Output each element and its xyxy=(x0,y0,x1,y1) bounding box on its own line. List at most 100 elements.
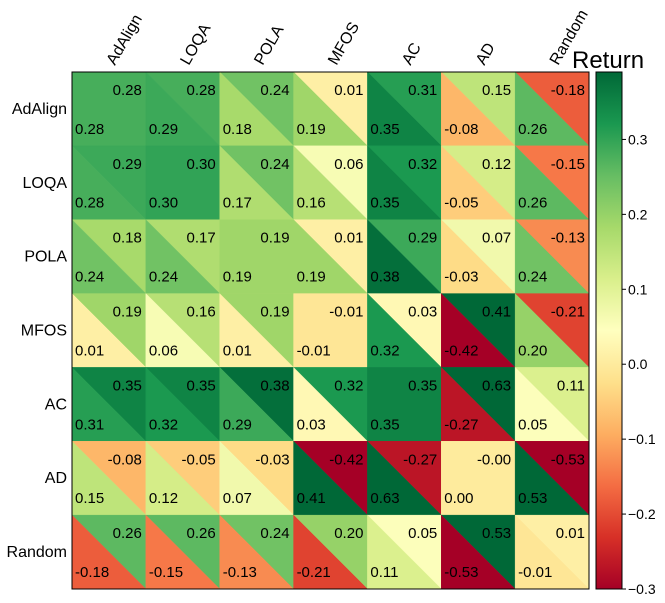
cell-lower-label: 0.26 xyxy=(518,121,547,138)
cell-lower-label: 0.32 xyxy=(149,416,178,433)
cell-lower-label: 0.29 xyxy=(223,416,252,433)
cell-upper-label: 0.16 xyxy=(187,304,216,321)
cell-lower-label: -0.42 xyxy=(444,342,478,359)
cell-upper-label: -0.08 xyxy=(108,451,142,468)
cell-lower-label: 0.16 xyxy=(297,195,326,212)
cell-lower-label: -0.18 xyxy=(75,564,109,581)
cell-upper-label: -0.15 xyxy=(551,156,585,173)
cell-upper-label: -0.03 xyxy=(255,451,289,468)
cell-upper-label: 0.28 xyxy=(187,82,216,99)
colorbar-ticks: 0.3 0.2 0.1 0.0 −0.1 −0.2 −0.3 xyxy=(622,131,656,597)
cell-lower-label: 0.06 xyxy=(149,342,178,359)
cell-lower-label: -0.05 xyxy=(444,195,478,212)
x-tick-label: LOQA xyxy=(178,21,215,68)
cell-upper-label: -0.13 xyxy=(551,230,585,247)
cell-upper-label: 0.28 xyxy=(113,82,142,99)
cell-lower-label: 0.07 xyxy=(223,490,252,507)
cell-lower-label: 0.35 xyxy=(370,195,399,212)
cell-lower-label: 0.38 xyxy=(370,269,399,286)
cell-upper-label: 0.24 xyxy=(260,82,289,99)
cell-lower-label: 0.24 xyxy=(75,269,104,286)
cell-lower-label: 0.01 xyxy=(75,342,104,359)
cell-lower-label: 0.41 xyxy=(297,490,326,507)
cell-upper-label: 0.35 xyxy=(408,377,437,394)
cell-upper-label: 0.31 xyxy=(408,82,437,99)
cell-lower-label: 0.28 xyxy=(75,195,104,212)
cell-upper-label: 0.01 xyxy=(334,230,363,247)
cell-upper-label: 0.38 xyxy=(260,377,289,394)
x-tick-label: AC xyxy=(399,40,425,68)
cell-upper-label: 0.01 xyxy=(556,525,585,542)
cell-lower-label: 0.20 xyxy=(518,342,547,359)
colorbar-tick-label: 0.3 xyxy=(628,131,648,147)
cell-lower-label: 0.19 xyxy=(223,269,252,286)
x-tick-label: AdAlign xyxy=(104,12,146,68)
cell-lower-label: 0.19 xyxy=(297,269,326,286)
cell-upper-label: 0.30 xyxy=(187,156,216,173)
heatmap-cells xyxy=(71,71,590,590)
cell-lower-label: 0.53 xyxy=(518,490,547,507)
cell-lower-label: -0.01 xyxy=(518,564,552,581)
cell-upper-label: 0.63 xyxy=(482,377,511,394)
cell-lower-label: -0.01 xyxy=(297,342,331,359)
cell-upper-label: 0.19 xyxy=(260,230,289,247)
colorbar-tick-label: −0.3 xyxy=(628,581,656,597)
cell-lower-label: 0.11 xyxy=(370,564,398,581)
y-tick-label: AC xyxy=(45,396,67,413)
x-tick-label: POLA xyxy=(251,22,287,68)
cell-lower-label: 0.63 xyxy=(370,490,399,507)
cell-upper-label: 0.20 xyxy=(334,525,363,542)
cell-upper-label: -0.27 xyxy=(403,451,437,468)
cell-lower-label: 0.28 xyxy=(75,121,104,138)
x-tick-label: MFOS xyxy=(325,19,363,68)
y-tick-label: POLA xyxy=(24,249,67,266)
cell-upper-label: 0.29 xyxy=(113,156,142,173)
cell-lower-label: -0.13 xyxy=(223,564,257,581)
cell-upper-label: 0.15 xyxy=(482,82,511,99)
cell-upper-label: 0.26 xyxy=(113,525,142,542)
cell-upper-label: 0.41 xyxy=(482,304,511,321)
cell-upper-label: 0.12 xyxy=(482,156,511,173)
cell-upper-label: -0.21 xyxy=(551,304,585,321)
x-tick-labels: AdAlign LOQA POLA MFOS AC AD Random xyxy=(104,7,592,68)
y-tick-label: LOQA xyxy=(23,175,68,192)
cell-upper-label: -0.18 xyxy=(551,82,585,99)
colorbar-tick-label: −0.2 xyxy=(628,506,656,522)
cell-upper-label: -0.05 xyxy=(182,451,216,468)
cell-upper-label: 0.11 xyxy=(557,377,585,394)
cell-lower-label: 0.35 xyxy=(370,416,399,433)
cell-lower-label: 0.00 xyxy=(444,490,473,507)
cell-lower-label: 0.26 xyxy=(518,195,547,212)
cell-lower-label: 0.17 xyxy=(223,195,252,212)
cell-lower-label: 0.24 xyxy=(518,269,547,286)
colorbar xyxy=(595,71,623,590)
cell-lower-label: 0.01 xyxy=(223,342,252,359)
y-tick-label: Random xyxy=(7,544,67,561)
y-tick-label: MFOS xyxy=(21,323,67,340)
y-tick-labels: AdAlign LOQA POLA MFOS AC AD Random xyxy=(7,101,68,561)
cell-lower-label: -0.53 xyxy=(444,564,478,581)
cell-upper-label: 0.53 xyxy=(482,525,511,542)
cell-upper-label: 0.24 xyxy=(260,156,289,173)
cell-lower-label: 0.03 xyxy=(297,416,326,433)
cell-upper-label: -0.42 xyxy=(329,451,363,468)
cell-upper-label: -0.00 xyxy=(477,451,511,468)
colorbar-tick-label: 0.0 xyxy=(628,356,648,372)
cell-lower-label: 0.31 xyxy=(75,416,104,433)
cell-upper-label: -0.53 xyxy=(551,451,585,468)
cell-lower-label: 0.18 xyxy=(223,121,252,138)
colorbar-tick-label: 0.2 xyxy=(628,206,648,222)
cell-upper-label: 0.03 xyxy=(408,304,437,321)
cell-upper-label: 0.01 xyxy=(334,82,363,99)
cell-upper-label: 0.32 xyxy=(408,156,437,173)
heatmap-frame xyxy=(71,71,590,590)
cell-upper-label: 0.19 xyxy=(113,304,142,321)
y-tick-label: AD xyxy=(45,470,67,487)
cell-lower-label: 0.32 xyxy=(370,342,399,359)
colorbar-title: Return xyxy=(572,47,644,74)
cell-upper-label: 0.06 xyxy=(334,156,363,173)
cell-upper-label: 0.32 xyxy=(334,377,363,394)
cell-lower-label: 0.15 xyxy=(75,490,104,507)
cell-upper-label: 0.18 xyxy=(113,230,142,247)
